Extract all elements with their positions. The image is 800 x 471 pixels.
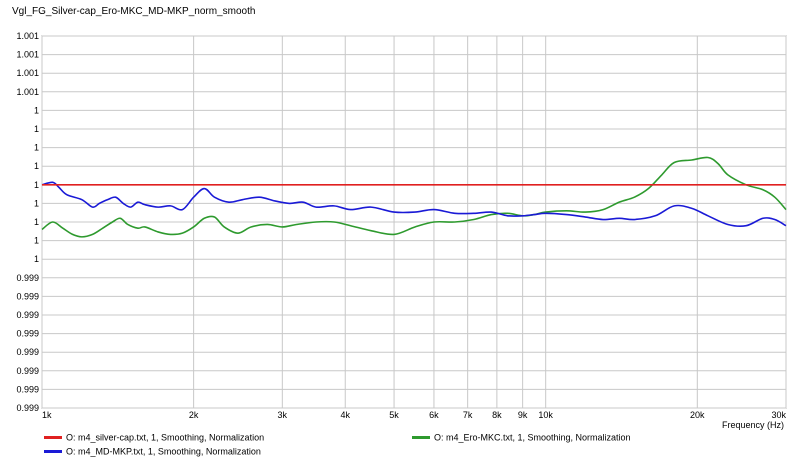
y-tick-label: 1.001 [16, 31, 39, 41]
x-axis-ticks: 1k 2k 3k 4k 5k 6k 7k 8k 9k 10k 20k 30k [42, 410, 786, 420]
y-axis-ticks: 1.001 1.001 1.001 1.001 1 1 1 1 1 1 1 1 1 0.999 0.999 0… [16, 31, 39, 413]
y-tick-label: 1 [34, 161, 39, 171]
y-tick-label: 1 [34, 105, 39, 115]
x-axis-label: Frequency (Hz) [722, 420, 784, 430]
y-tick-label: 0.999 [16, 384, 39, 394]
x-tick-label: 5k [389, 410, 399, 420]
x-tick-label: 7k [463, 410, 473, 420]
x-tick-label: 6k [429, 410, 439, 420]
legend-label: O: m4_silver-cap.txt, 1, Smoothing, Norm… [66, 432, 265, 443]
legend-item-md-mkp: O: m4_MD-MKP.txt, 1, Smoothing, Normaliz… [44, 446, 261, 457]
y-tick-label: 0.999 [16, 273, 39, 283]
x-tick-label: 10k [538, 410, 553, 420]
legend-swatch [44, 450, 62, 454]
legend-label: O: m4_Ero-MKC.txt, 1, Smoothing, Normali… [434, 432, 631, 443]
y-tick-label: 0.999 [16, 403, 39, 413]
series-lines [41, 156, 787, 238]
y-tick-label: 1 [34, 254, 39, 264]
y-tick-label: 1 [34, 124, 39, 134]
y-tick-label: 1 [34, 180, 39, 190]
series-line-ero-mkc [41, 156, 787, 238]
x-tick-label: 2k [189, 410, 199, 420]
y-tick-label: 0.999 [16, 329, 39, 339]
legend-swatch [44, 436, 62, 440]
x-tick-label: 3k [278, 410, 288, 420]
series-line-md-mkp [41, 181, 787, 228]
y-tick-label: 0.999 [16, 347, 39, 357]
y-tick-label: 1 [34, 236, 39, 246]
y-tick-label: 0.999 [16, 310, 39, 320]
y-tick-label: 1 [34, 198, 39, 208]
y-tick-label: 1 [34, 217, 39, 227]
x-tick-label: 9k [518, 410, 528, 420]
legend-item-ero-mkc: O: m4_Ero-MKC.txt, 1, Smoothing, Normali… [412, 432, 631, 443]
x-tick-label: 1k [42, 410, 52, 420]
legend-label: O: m4_MD-MKP.txt, 1, Smoothing, Normaliz… [66, 446, 261, 457]
x-tick-label: 4k [340, 410, 350, 420]
chart-title: Vgl_FG_Silver-cap_Ero-MKC_MD-MKP_norm_sm… [12, 6, 256, 17]
y-tick-label: 1.001 [16, 50, 39, 60]
legend-swatch [412, 436, 430, 440]
legend-item-silver-cap: O: m4_silver-cap.txt, 1, Smoothing, Norm… [44, 432, 264, 443]
y-tick-label: 1.001 [16, 87, 39, 97]
y-tick-label: 0.999 [16, 366, 39, 376]
y-tick-label: 1 [34, 143, 39, 153]
x-tick-label: 8k [492, 410, 502, 420]
grid-lines [41, 35, 787, 409]
y-tick-label: 1.001 [16, 68, 39, 78]
x-tick-label: 20k [690, 410, 705, 420]
x-tick-label: 30k [771, 410, 786, 420]
y-tick-label: 0.999 [16, 291, 39, 301]
